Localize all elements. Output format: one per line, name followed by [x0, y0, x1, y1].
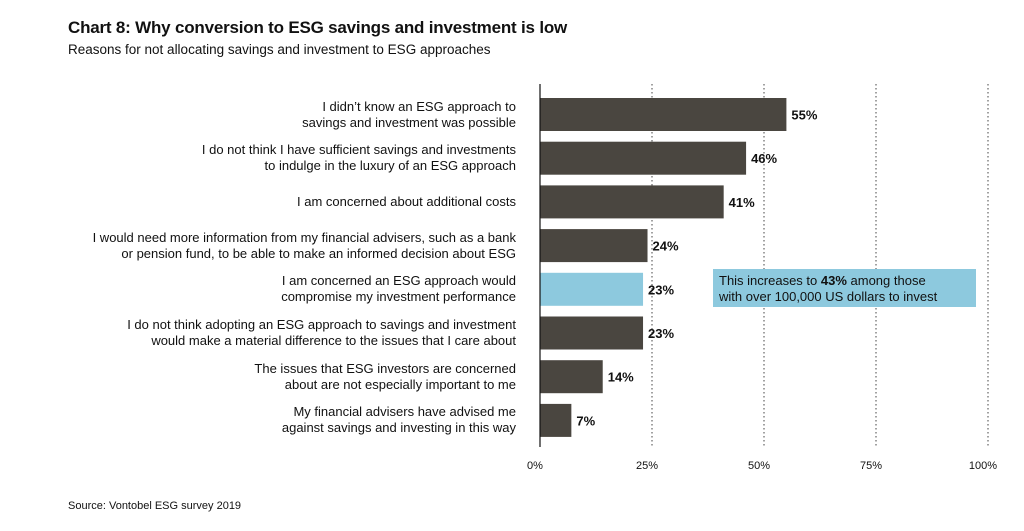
category-label-line: savings and investment was possible: [302, 114, 516, 130]
category-label-line: My financial advisers have advised me: [293, 404, 516, 420]
source-note: Source: Vontobel ESG survey 2019: [68, 500, 242, 512]
value-label-8: 7%: [576, 413, 595, 428]
category-label-line: I didn’t know an ESG approach to: [322, 98, 516, 114]
category-label-line: to indulge in the luxury of an ESG appro…: [264, 158, 517, 174]
category-label-line: I do not think I have sufficient savings…: [201, 142, 516, 158]
bar-6: [540, 316, 644, 350]
x-tick-label-25: 25%: [636, 460, 658, 472]
bar-2: [540, 141, 747, 175]
value-label-6: 23%: [648, 326, 674, 341]
callout-post: among those: [846, 273, 926, 288]
category-label-line: I do not think adopting an ESG approach …: [127, 317, 516, 332]
callout-box: This increases to 43% among those with o…: [713, 269, 976, 307]
callout-pre: This increases to: [719, 273, 821, 288]
category-label-5: I am concerned an ESG approach would comp…: [36, 273, 516, 305]
x-tick-label-75: 75%: [860, 460, 882, 472]
category-label-line: about are not especially important to me: [284, 376, 516, 392]
category-label-8: My financial advisers have advised me aga…: [36, 404, 516, 436]
x-tick-label-100: 100%: [969, 460, 997, 472]
chart-subtitle: Reasons for not allocating savings and i…: [68, 42, 491, 57]
category-label-6: I do not think adopting an ESG approach …: [36, 317, 516, 349]
category-label-line: The issues that ESG investors are concer…: [254, 360, 516, 376]
value-label-4: 24%: [653, 239, 679, 254]
value-label-5: 23%: [648, 282, 674, 297]
category-label-line: I am concerned about additional costs: [297, 193, 516, 209]
category-label-line: against savings and investing in this wa…: [281, 420, 516, 436]
value-label-1: 55%: [791, 108, 817, 123]
category-label-3: I am concerned about additional costs: [36, 194, 516, 210]
category-label-line: I am concerned an ESG approach would: [281, 273, 516, 289]
bar-1: [540, 98, 787, 131]
category-label-line: or pension fund, to be able to make an i…: [121, 245, 516, 261]
bar-8: [540, 403, 572, 437]
x-tick-label-50: 50%: [748, 460, 770, 472]
chart-title: Chart 8: Why conversion to ESG savings a…: [68, 18, 568, 37]
category-label-2: I do not think I have sufficient savings…: [36, 142, 516, 174]
bar-7: [540, 360, 603, 394]
callout-line-2: with over 100,000 US dollars to invest: [719, 288, 938, 304]
value-label-7: 14%: [608, 370, 634, 385]
value-label-2: 46%: [751, 151, 777, 166]
category-label-line: I would need more information from my fi…: [92, 229, 516, 245]
callout-line-1: This increases to 43% among those: [719, 273, 970, 289]
category-label-7: The issues that ESG investors are concer…: [36, 361, 516, 393]
value-label-3: 41%: [729, 195, 755, 210]
category-label-4: I would need more information from my fi…: [36, 230, 516, 262]
callout-highlight-value: 43%: [820, 273, 847, 288]
category-label-1: I didn’t know an ESG approach to savings …: [36, 99, 516, 131]
category-label-line: compromise my investment performance: [281, 289, 516, 305]
bar-5: [540, 272, 644, 306]
bar-3: [540, 185, 724, 219]
x-tick-label-0: 0%: [527, 460, 543, 472]
category-label-line: would make a material difference to the …: [151, 333, 516, 348]
bar-4: [540, 229, 648, 263]
